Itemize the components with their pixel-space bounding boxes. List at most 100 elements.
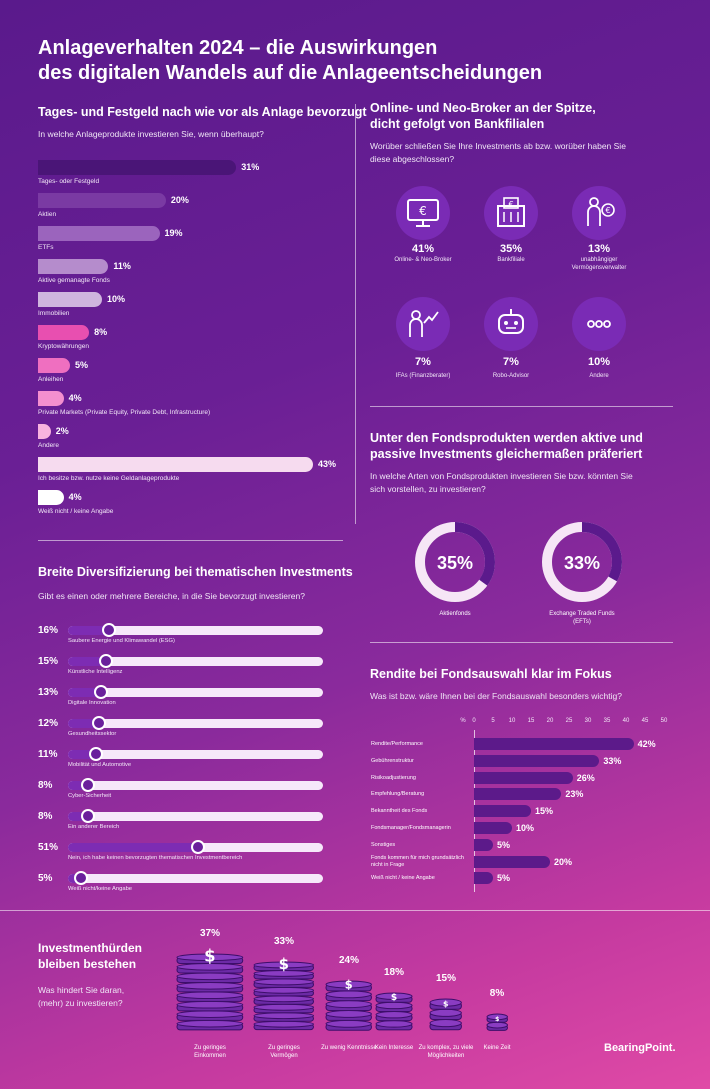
svg-text:€: € (508, 200, 513, 209)
section5-question: Was ist bzw. wäre Ihnen bei der Fondsaus… (370, 691, 622, 701)
category-label: ETFs (38, 244, 54, 251)
bar (474, 738, 634, 750)
slider-track (68, 688, 323, 697)
category-label: Weiß nicht / keine Angabe (371, 875, 435, 882)
section1-title: Tages- und Festgeld nach wie vor als Anl… (38, 105, 367, 119)
category-label: Ein anderer Bereich (68, 824, 120, 830)
data-label: 18% (383, 967, 404, 979)
svg-text:$: $ (391, 993, 397, 1003)
bank-building-icon: € (484, 186, 538, 240)
category-label: Ich besitze bzw. nutze keine Geldanlagep… (38, 475, 180, 482)
x-tick: 50 (660, 718, 668, 724)
bar (38, 424, 51, 439)
data-label: 8% (489, 987, 505, 999)
channel-value: 41% (411, 243, 435, 255)
x-tick: 35 (603, 718, 611, 724)
person-euro-icon: € (572, 186, 626, 240)
data-label: 26% (576, 772, 595, 783)
slider-track (68, 874, 323, 883)
category-label: Rendite/Performance (371, 741, 423, 747)
category-label: Bekanntheit des Fonds (371, 808, 428, 815)
section3-title: Unter den Fondsprodukten werden aktive u… (370, 431, 643, 461)
slider-fill (68, 750, 97, 759)
bar (474, 771, 573, 784)
data-label: 42% (637, 739, 656, 749)
category-label: Gesundheitssektor (68, 731, 117, 737)
x-tick: 25 (565, 718, 573, 724)
slider-fill (68, 812, 89, 821)
section6-title: Investmenthürden bleiben bestehen (38, 941, 143, 971)
ring-value: 33% (563, 553, 601, 573)
divider (370, 642, 673, 643)
slider-knob (73, 871, 88, 885)
category-label: Aktive gemanagte Fonds (38, 277, 110, 284)
category-label: Kryptowährungen (38, 343, 89, 350)
ring-label: Exchange Traded Funds (EFTs) (549, 611, 615, 625)
section1-question: In welche Anlageprodukte investieren Sie… (38, 129, 264, 139)
bar (474, 855, 550, 868)
coin-stack: $ (375, 992, 413, 1031)
slider-fill (68, 657, 107, 666)
x-tick: 15 (527, 718, 535, 724)
slider-knob (99, 654, 114, 668)
data-label: 12% (38, 718, 59, 729)
data-label: 2% (55, 426, 69, 436)
category-label: Tages- oder Festgeld (38, 178, 100, 185)
data-label: 43% (318, 459, 337, 469)
section2-title: Online- und Neo-Broker an der Spitze, di… (370, 101, 596, 131)
page-title: Anlageverhalten 2024 – die Auswirkungen … (38, 37, 543, 84)
category-label: Mobilität und Automotive (68, 762, 132, 768)
axis-unit: % (460, 718, 466, 724)
data-label: 15% (535, 806, 554, 817)
slider-track (68, 781, 323, 790)
bar (38, 193, 166, 208)
dots-icon (572, 297, 626, 351)
slider-track (68, 657, 323, 666)
data-label: 10% (516, 823, 535, 833)
x-tick: 20 (546, 718, 554, 724)
ring-1 (415, 522, 495, 602)
category-label: Weiß nicht/keine Angabe (68, 886, 133, 892)
category-label: Immobilien (38, 310, 70, 317)
category-label: Digitale Innovation (68, 700, 116, 706)
category-label: Weiß nicht / keine Angabe (38, 508, 114, 515)
data-label: 8% (38, 780, 53, 791)
slider-fill (68, 719, 99, 728)
slider-fill (68, 843, 199, 852)
svg-text:$: $ (495, 1015, 499, 1022)
slider-fill (68, 781, 89, 790)
channel-value: 7% (415, 356, 431, 368)
data-label: 11% (113, 261, 131, 271)
data-label: 13% (38, 687, 59, 698)
bar (38, 391, 64, 406)
bar (474, 822, 512, 834)
channel-label: Andere (589, 373, 609, 379)
svg-text:$: $ (443, 1000, 448, 1009)
category-label: Fondsmanager/Fondsmanagerin (371, 825, 451, 831)
coin-stack: $ (429, 998, 463, 1031)
channel-value: 10% (587, 356, 611, 368)
category-label: Nein, ich habe keinen bevorzugten themat… (68, 855, 243, 861)
data-label: 5% (497, 839, 511, 850)
slider-track (68, 626, 323, 635)
data-label: 20% (554, 856, 573, 867)
x-tick: 5 (491, 718, 495, 724)
data-label: 5% (74, 360, 88, 370)
divider (38, 540, 343, 541)
bar (474, 754, 600, 767)
bar (474, 788, 562, 801)
slider-fill (68, 688, 102, 697)
divider (355, 104, 356, 524)
coin-stack: $ (253, 955, 315, 1031)
coin-stack: $ (325, 977, 373, 1031)
svg-text:$: $ (279, 955, 289, 973)
category-label: Cyber-Sicherheit (68, 793, 112, 799)
category-label: Empfehlung/Beratung (371, 791, 425, 798)
channel-value: 7% (503, 356, 519, 368)
data-label: 8% (94, 327, 108, 337)
divider (0, 910, 710, 911)
category-label: Fonds kommen für mich grundsätzlich nich… (371, 854, 464, 868)
bearingpoint-logo: BearingPoint. (604, 1042, 676, 1054)
data-label: 4% (68, 393, 82, 403)
category-label: Zu geringes Einkommen (194, 1045, 226, 1059)
